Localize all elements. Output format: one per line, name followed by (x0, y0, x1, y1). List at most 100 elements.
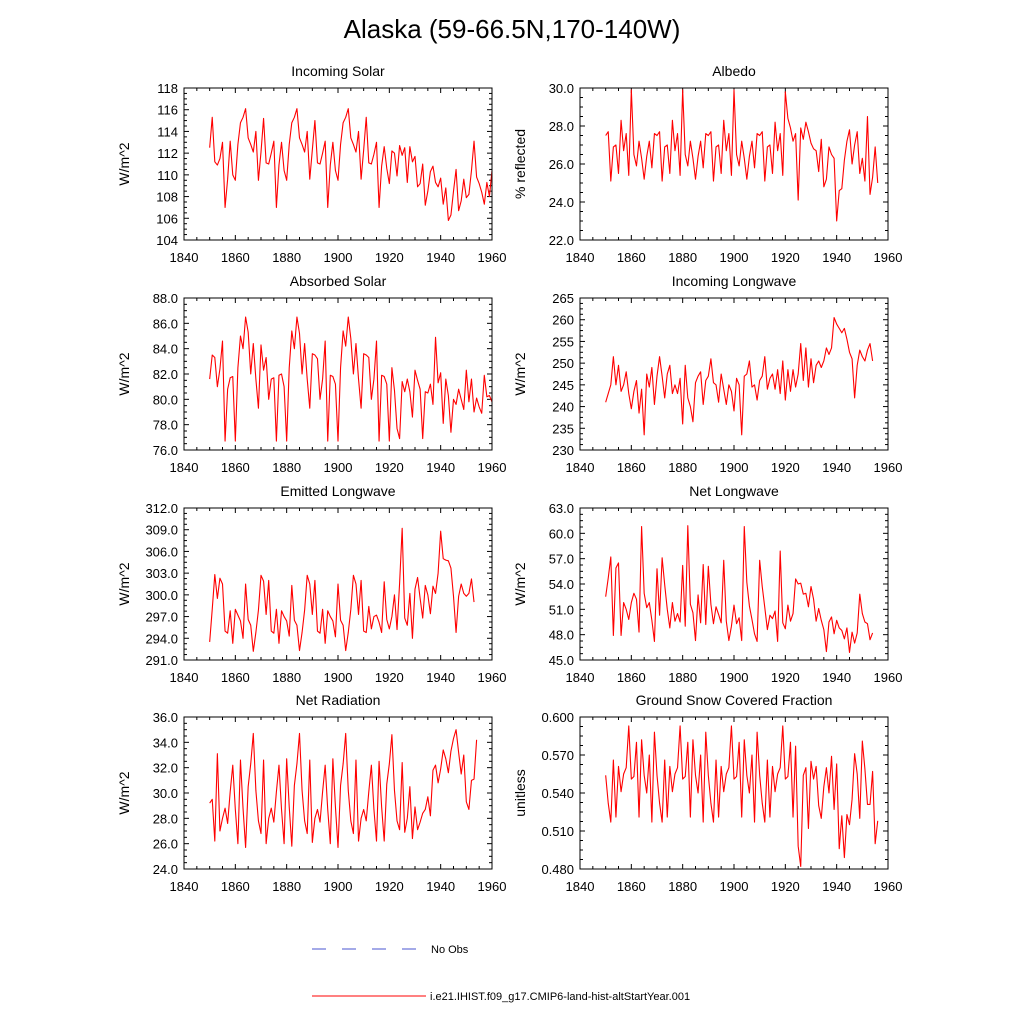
y-tick-label: 22.0 (549, 233, 574, 248)
series-line (605, 89, 879, 222)
y-tick-label: 240 (552, 400, 574, 415)
x-tick-label: 1860 (221, 250, 250, 265)
x-tick-label: 1840 (170, 250, 199, 265)
y-tick-label: 84.0 (153, 342, 178, 357)
y-tick-label: 24.0 (549, 195, 574, 210)
y-tick-label: 45.0 (549, 653, 574, 668)
y-tick-label: 28.0 (549, 119, 574, 134)
y-tick-label: 235 (552, 421, 574, 436)
y-tick-label: 112 (157, 146, 178, 161)
plot-frame (579, 297, 889, 451)
y-tick-label: 309.0 (145, 523, 178, 538)
panel-5: Emitted Longwave W/m^2 1840 1860 1880 1900 192… (116, 483, 506, 685)
plot-frame (183, 87, 493, 241)
series-line (209, 316, 493, 442)
y-axis-label: W/m^2 (116, 142, 132, 185)
x-tick-label: 1920 (771, 460, 800, 475)
panel-6: Net Longwave W/m^2 1840 1860 1880 1900 1920 194… (512, 483, 902, 685)
y-tick-label: 300.0 (145, 588, 178, 603)
x-tick-label: 1960 (478, 460, 507, 475)
panel-title: Emitted Longwave (280, 483, 395, 499)
y-tick-label: 0.540 (541, 786, 574, 801)
series-line (209, 527, 475, 652)
x-tick-label: 1840 (566, 250, 595, 265)
x-tick-label: 1920 (375, 460, 404, 475)
y-tick-label: 297.0 (145, 610, 178, 625)
panel-title: Incoming Solar (291, 63, 385, 79)
figure-title: Alaska (59-66.5N,170-140W) (343, 14, 681, 44)
series-line (209, 108, 493, 222)
y-tick-label: 0.600 (541, 710, 574, 725)
y-tick-label: 51.0 (549, 602, 574, 617)
y-tick-label: 54.0 (549, 577, 574, 592)
y-tick-label: 0.510 (541, 824, 574, 839)
legend: No Obs i.e21.IHIST.f09_g17.CMIP6-land-his… (312, 944, 690, 1003)
panel-3: Absorbed Solar W/m^2 1840 1860 1880 1900 1920 1… (116, 273, 506, 475)
y-tick-label: 114 (157, 124, 178, 139)
y-axis-label: W/m^2 (116, 562, 132, 605)
y-axis-label: % reflected (512, 129, 528, 199)
y-tick-label: 82.0 (153, 367, 178, 382)
panel-title: Albedo (712, 63, 756, 79)
y-axis-label: unitless (512, 769, 528, 816)
y-tick-label: 57.0 (549, 552, 574, 567)
x-tick-label: 1920 (375, 250, 404, 265)
y-tick-label: 63.0 (549, 501, 574, 516)
y-tick-label: 116 (157, 103, 178, 118)
y-tick-label: 60.0 (549, 526, 574, 541)
y-tick-label: 0.480 (541, 862, 574, 877)
panel-7: Net Radiation W/m^2 1840 1860 1880 1900 1920 19… (116, 692, 506, 894)
y-tick-label: 78.0 (153, 418, 178, 433)
y-tick-label: 32.0 (153, 761, 178, 776)
y-tick-label: 303.0 (145, 566, 178, 581)
y-tick-label: 30.0 (153, 786, 178, 801)
x-tick-label: 1960 (874, 670, 903, 685)
y-axis-label: W/m^2 (512, 352, 528, 395)
x-tick-label: 1960 (874, 250, 903, 265)
x-tick-label: 1840 (170, 460, 199, 475)
y-tick-label: 260 (552, 313, 574, 328)
x-tick-label: 1960 (478, 670, 507, 685)
y-tick-label: 245 (552, 378, 574, 393)
y-tick-label: 291.0 (145, 653, 178, 668)
x-tick-label: 1900 (324, 250, 353, 265)
y-tick-label: 34.0 (153, 735, 178, 750)
x-tick-label: 1940 (822, 460, 851, 475)
x-tick-label: 1940 (426, 250, 455, 265)
y-tick-label: 106 (156, 211, 178, 226)
series-line (209, 729, 478, 849)
x-tick-label: 1920 (375, 670, 404, 685)
x-tick-label: 1860 (617, 879, 646, 894)
y-axis-label: W/m^2 (512, 562, 528, 605)
y-axis-label: W/m^2 (116, 771, 132, 814)
x-tick-label: 1900 (720, 670, 749, 685)
x-tick-label: 1960 (478, 250, 507, 265)
y-tick-label: 230 (552, 443, 574, 458)
x-tick-label: 1940 (822, 670, 851, 685)
x-tick-label: 1940 (426, 879, 455, 894)
x-tick-label: 1900 (324, 460, 353, 475)
x-tick-label: 1880 (668, 460, 697, 475)
y-tick-label: 265 (552, 291, 574, 306)
y-tick-label: 88.0 (153, 291, 178, 306)
plot-frame (579, 507, 889, 661)
x-tick-label: 1900 (720, 460, 749, 475)
series-line (605, 316, 874, 436)
x-tick-label: 1880 (272, 670, 301, 685)
x-tick-label: 1840 (566, 670, 595, 685)
x-tick-label: 1860 (617, 250, 646, 265)
x-tick-label: 1880 (272, 879, 301, 894)
y-tick-label: 294.0 (145, 631, 178, 646)
plot-frame (183, 716, 493, 870)
panel-title: Net Radiation (296, 692, 381, 708)
x-tick-label: 1920 (771, 879, 800, 894)
y-tick-label: 110 (157, 168, 178, 183)
x-tick-label: 1900 (324, 670, 353, 685)
series-line (605, 525, 874, 653)
x-tick-label: 1920 (771, 250, 800, 265)
x-tick-label: 1900 (720, 879, 749, 894)
y-tick-label: 255 (552, 334, 574, 349)
x-tick-label: 1920 (771, 670, 800, 685)
x-tick-label: 1860 (617, 670, 646, 685)
